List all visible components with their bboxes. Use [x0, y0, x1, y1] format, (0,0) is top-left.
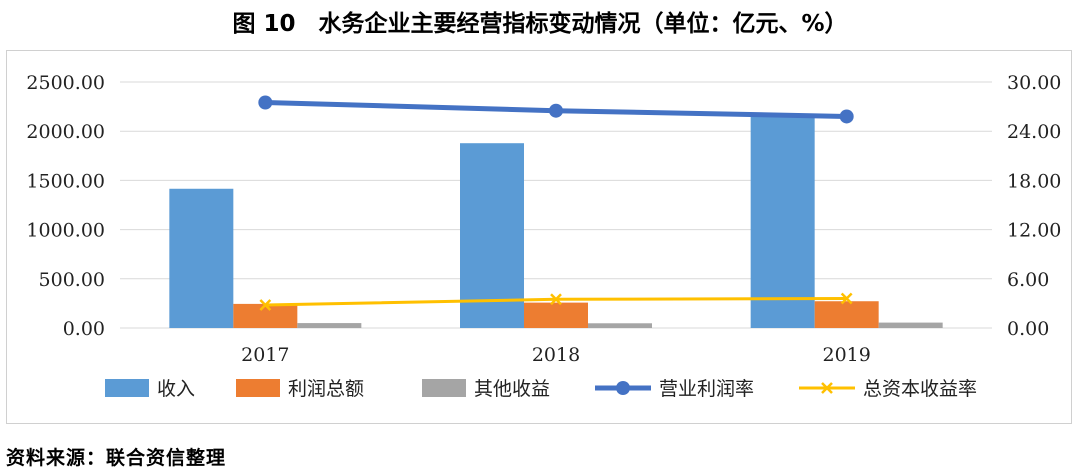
- x-tick-label: 2018: [532, 344, 580, 366]
- y-left-tick-label: 0.00: [63, 318, 105, 340]
- bar-其他收益: [297, 323, 362, 328]
- legend-marker-总资本收益率: [821, 382, 833, 394]
- legend-label: 利润总额: [288, 378, 364, 400]
- legend-marker-营业利润率: [616, 381, 630, 395]
- legend-swatch-收入: [105, 379, 149, 397]
- y-right-tick-label: 30.00: [1007, 72, 1061, 94]
- legend-label: 收入: [157, 378, 195, 400]
- bar-利润总额: [233, 303, 298, 328]
- grid-lines: [120, 81, 992, 329]
- point-营业利润率: [549, 103, 563, 118]
- legend-swatch-利润总额: [236, 379, 280, 397]
- y-left-tick-label: 2500.00: [26, 72, 105, 94]
- point-营业利润率: [839, 109, 854, 124]
- chart-svg: 0.00 0.00 500.00 6.00 1000.00 12.00 1500.00 18.…: [26, 72, 1061, 400]
- bar-其他收益: [588, 323, 652, 328]
- bar-收入: [460, 143, 524, 328]
- axes: 0.00 0.00 500.00 6.00 1000.00 12.00 1500.00 18.…: [26, 72, 1061, 366]
- y-left-tick-label: 2000.00: [26, 121, 105, 143]
- y-right-tick-label: 12.00: [1007, 220, 1061, 242]
- point-总资本收益率: [840, 292, 853, 305]
- chart-frame: 0.00 0.00 500.00 6.00 1000.00 12.00 1500.00 18.…: [6, 50, 1072, 424]
- y-left-tick-label: 1000.00: [26, 220, 105, 242]
- point-营业利润率: [258, 95, 273, 110]
- x-tick-label: 2019: [822, 344, 870, 366]
- y-left-tick-label: 1500.00: [26, 170, 105, 192]
- point-总资本收益率: [259, 299, 272, 311]
- lines: [258, 95, 854, 311]
- legend-label: 其他收益: [474, 378, 550, 400]
- bar-利润总额: [814, 301, 879, 328]
- bar-利润总额: [524, 302, 588, 328]
- y-right-tick-label: 0.00: [1007, 318, 1049, 340]
- x-tick-label: 2017: [241, 344, 289, 366]
- legend: 收入 利润总额 其他收益 营业利润率 总资本收益率: [105, 378, 977, 400]
- y-right-tick-label: 6.00: [1007, 269, 1049, 291]
- legend-label: 总资本收益率: [863, 378, 977, 400]
- legend-swatch-其他收益: [422, 379, 466, 397]
- bar-其他收益: [878, 322, 943, 328]
- bars: [169, 116, 943, 328]
- source-note: 资料来源：联合资信整理: [6, 447, 227, 469]
- legend-label: 营业利润率: [659, 378, 754, 400]
- bar-收入: [169, 188, 234, 328]
- y-right-tick-label: 18.00: [1007, 170, 1061, 192]
- chart-title: 图 10 水务企业主要经营指标变动情况（单位：亿元、%）: [232, 11, 848, 37]
- y-right-tick-label: 24.00: [1007, 121, 1061, 143]
- bar-收入: [750, 116, 815, 328]
- point-总资本收益率: [550, 293, 562, 306]
- y-left-tick-label: 500.00: [39, 269, 105, 291]
